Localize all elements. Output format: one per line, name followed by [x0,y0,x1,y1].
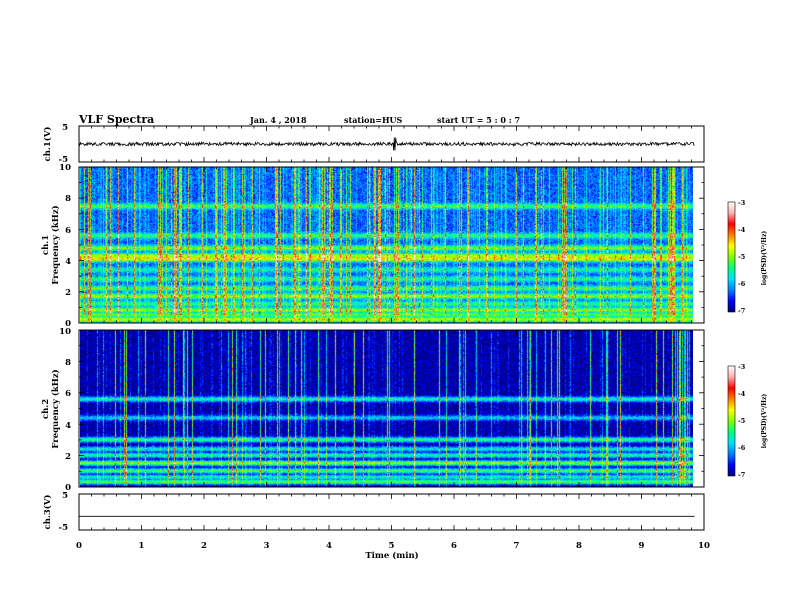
xtick-5: 5 [389,541,395,551]
ch1-ytick-0: 0 [65,319,71,329]
ch1-spectrogram-ylabel-channel: ch.1 [41,235,51,255]
ch1-colorbar-scale [727,201,736,313]
ch1-cb-tick-m3: -3 [738,199,746,207]
ch1-ytick-bottom: -5 [59,155,69,165]
x-axis-label: Time (min) [365,550,418,561]
date-label: Jan. 4 , 2018 [249,115,307,125]
ch1-spectrogram-ylabel-frequency: Frequency (kHz) [50,205,61,284]
xtick-8: 8 [576,541,582,551]
ch1-ytick-2: 2 [65,288,71,298]
xtick-2: 2 [201,541,207,551]
ch2-cb-tick-m7: -7 [738,471,745,479]
xtick-7: 7 [514,541,520,551]
ch3-waveform-ticks [78,494,705,530]
ch2-ytick-2: 2 [65,452,71,462]
ch2-ytick-10: 10 [59,327,71,337]
ch1-cb-tick-m6: -6 [738,280,746,288]
ch1-ytick-top: 5 [62,123,68,133]
start-time-label: start UT = 5 : 0 : 7 [437,115,520,125]
ch3-ytick-bottom: -5 [59,523,69,533]
xtick-9: 9 [639,541,645,551]
ch2-spectrogram-ylabel-frequency: Frequency (kHz) [50,369,61,448]
station-label: station=HUS [344,115,403,125]
ch1-spectrogram-ticks [78,166,705,324]
xtick-1: 1 [139,541,145,551]
xtick-0: 0 [76,541,82,551]
ch1-ytick-8: 8 [65,194,71,204]
ch3-waveform-panel: 5 -5 ch.3(V) 0 1 2 3 4 5 6 7 8 9 10 Time… [42,491,710,561]
ch2-colorbar: -3 -4 -5 -6 -7 log(PSD)(V²/Hz) [727,363,768,479]
ch2-cb-tick-m6: -6 [738,444,746,452]
ch1-spectrogram-yticklabels: 0 2 4 6 8 10 [59,163,71,329]
ch2-ytick-4: 4 [65,421,71,431]
xtick-3: 3 [264,541,270,551]
ch1-colorbar: -3 -4 -5 -6 -7 log(PSD)(V²/Hz) [727,199,768,315]
xtick-10: 10 [698,541,710,551]
ch2-cb-tick-m3: -3 [738,363,746,371]
figure-title: VLF Spectra [78,113,154,126]
ch2-spectrogram-image [80,330,693,487]
ch1-waveform-frame [78,125,705,163]
ch1-cb-tick-m4: -4 [738,226,746,234]
ch2-colorbar-label: log(PSD)(V²/Hz) [761,394,768,449]
ch3-waveform-ylabel: ch.3(V) [42,495,53,530]
ch1-waveform-ticks [78,126,705,162]
ch1-spectrogram-panel: 0 2 4 6 8 10 ch.1 Frequency (kHz) [41,163,705,329]
ch2-colorbar-scale [727,365,736,477]
ch2-ytick-8: 8 [65,358,71,368]
xtick-4: 4 [326,541,332,551]
ch2-spectrogram-ticks [78,329,705,488]
ch1-waveform-trace [78,137,695,151]
ch1-spectrogram-image [80,167,693,323]
ch2-cb-tick-m5: -5 [738,417,746,425]
ch1-ytick-10: 10 [59,163,71,173]
ch2-cb-tick-m4: -4 [738,390,746,398]
ch3-waveform-frame [78,493,705,531]
ch1-ytick-4: 4 [65,257,71,267]
xtick-6: 6 [451,541,457,551]
ch1-waveform-ylabel: ch.1(V) [42,127,53,162]
ch1-colorbar-label: log(PSD)(V²/Hz) [761,231,768,286]
ch2-spectrogram-yticklabels: 0 2 4 6 8 10 [59,327,71,493]
ch1-waveform-panel: 5 -5 ch.1(V) [42,123,705,165]
ch2-spectrogram-ylabel-channel: ch.2 [41,399,51,419]
ch1-cb-tick-m5: -5 [738,253,746,261]
ch2-spectrogram-panel: 0 2 4 6 8 10 ch.2 Frequency (kHz) [41,327,705,493]
x-axis-ticklabels: 0 1 2 3 4 5 6 7 8 9 10 [76,541,710,551]
ch1-cb-tick-m7: -7 [738,307,745,315]
ch2-ytick-0: 0 [65,483,71,493]
ch1-ytick-6: 6 [65,226,71,236]
ch3-ytick-top: 5 [62,491,68,501]
ch2-ytick-6: 6 [65,389,71,399]
